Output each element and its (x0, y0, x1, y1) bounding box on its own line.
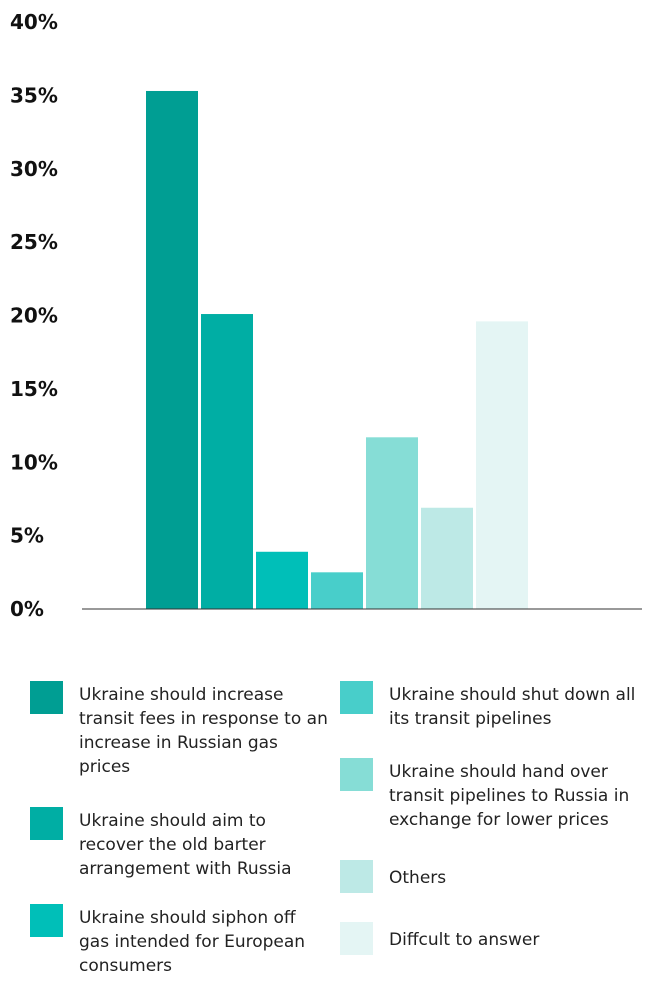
bar-chart: 0% 5% 10% 15% 20% 25% 30% 35% 40% (10, 10, 642, 621)
bar (366, 437, 418, 609)
y-tick-label: 30% (10, 157, 58, 181)
legend-item: Ukraine should hand over transit pipelin… (340, 758, 640, 832)
legend-label: Diffcult to answer (389, 930, 540, 950)
legend-item: Others (340, 860, 640, 893)
legend: Ukraine should increase transit fees in … (0, 640, 646, 983)
legend-item: Ukraine should shut down all its transit… (340, 681, 640, 731)
legend-item: Ukraine should increase transit fees in … (30, 681, 330, 779)
legend-label: Others (389, 868, 447, 888)
bar (256, 551, 308, 609)
y-tick-label: 35% (10, 83, 58, 107)
y-tick-label: 10% (10, 450, 58, 474)
legend-swatch (30, 807, 63, 840)
bar (421, 507, 473, 609)
legend-swatch (30, 681, 63, 714)
y-tick-label: 20% (10, 304, 58, 328)
y-axis: 0% 5% 10% 15% 20% 25% 30% 35% 40% (10, 10, 58, 621)
legend-swatch (340, 860, 373, 893)
legend-swatch (340, 681, 373, 714)
legend-item: Diffcult to answer (340, 922, 640, 955)
bars (146, 90, 528, 609)
legend-swatch (30, 904, 63, 937)
legend-label: Ukraine should hand over transit pipelin… (389, 762, 630, 830)
legend-label: Ukraine should increase transit fees in … (79, 685, 328, 777)
bar (146, 90, 198, 609)
y-tick-label: 15% (10, 377, 58, 401)
bar (311, 572, 363, 609)
legend-label: Ukraine should aim to recover the old ba… (79, 811, 292, 879)
y-tick-label: 40% (10, 10, 58, 34)
legend-swatch (340, 758, 373, 791)
legend-label: Ukraine should siphon off gas intended f… (79, 908, 306, 976)
legend-swatch (340, 922, 373, 955)
legend-item: Ukraine should siphon off gas intended f… (30, 904, 330, 978)
y-tick-label: 5% (10, 524, 44, 548)
y-tick-label: 0% (10, 597, 44, 621)
legend-label: Ukraine should shut down all its transit… (389, 685, 636, 729)
legend-item: Ukraine should aim to recover the old ba… (30, 807, 330, 881)
bar (201, 314, 253, 609)
bar (476, 321, 528, 609)
y-tick-label: 25% (10, 230, 58, 254)
